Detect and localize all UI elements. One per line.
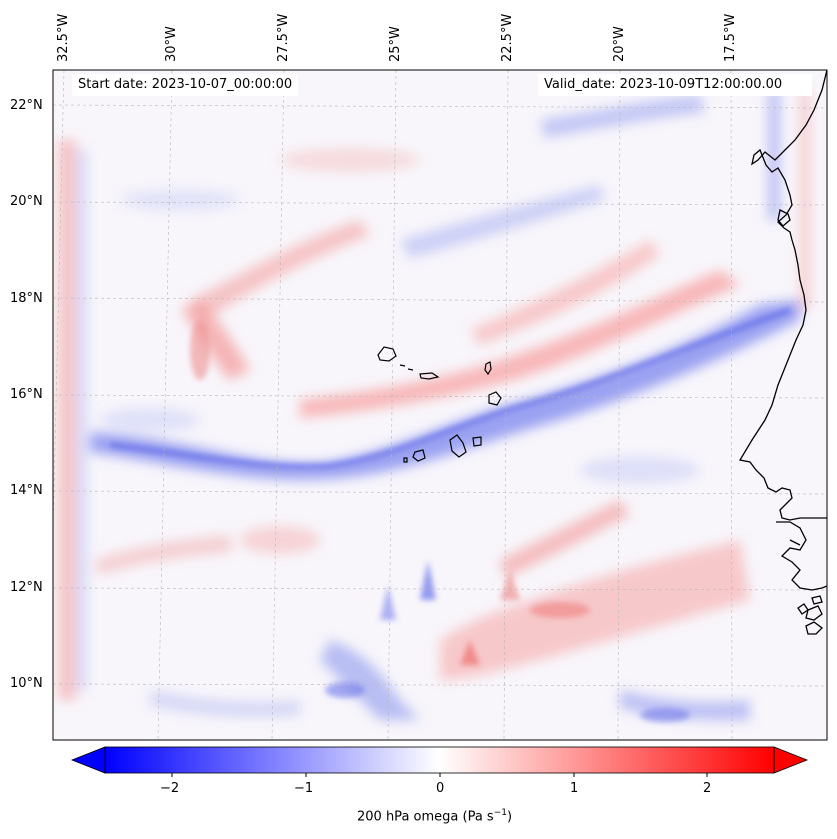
colorbar-tick-neg2: −2 xyxy=(160,781,180,796)
lat-label-22n: 22°N xyxy=(10,98,43,113)
lon-label-25w: 25°W xyxy=(388,26,403,62)
lat-label-16n: 16°N xyxy=(10,387,43,402)
map-frame xyxy=(52,69,828,741)
lon-label-22-5w: 22.5°W xyxy=(500,13,515,62)
colorbar-label-main: 200 hPa omega (Pa s xyxy=(357,809,494,825)
colorbar-label: 200 hPa omega (Pa s−1) xyxy=(357,808,512,824)
colorbar-label-close: ) xyxy=(506,809,513,825)
graticule xyxy=(53,70,827,740)
colorbar-tick-2: 2 xyxy=(703,781,712,796)
lat-label-10n: 10°N xyxy=(10,676,43,691)
start-date-label: Start date: 2023-10-07_00:00:00 xyxy=(72,74,298,96)
coastline xyxy=(738,70,827,635)
island-outlines xyxy=(377,346,502,463)
lon-label-17-5w: 17.5°W xyxy=(723,13,738,62)
lat-label-20n: 20°N xyxy=(10,194,43,209)
colorbar-tick-neg1: −1 xyxy=(294,781,314,796)
lon-label-20w: 20°W xyxy=(612,26,627,62)
colorbar-label-exponent: −1 xyxy=(493,808,507,818)
colorbar xyxy=(70,746,809,777)
colorbar-tick-1: 1 xyxy=(570,781,579,796)
lat-label-12n: 12°N xyxy=(10,580,43,595)
lon-label-32-5w: 32.5°W xyxy=(56,13,71,62)
lon-label-30w: 30°W xyxy=(164,26,179,62)
valid-date-label: Valid_date: 2023-10-09T12:00:00.00 xyxy=(538,74,812,96)
colorbar-extend-min xyxy=(70,746,106,774)
colorbar-tick-0: 0 xyxy=(436,781,445,796)
lon-label-27-5w: 27.5°W xyxy=(276,13,291,62)
lat-label-14n: 14°N xyxy=(10,483,43,498)
colorbar-extend-max xyxy=(773,746,809,774)
colorbar-gradient xyxy=(104,746,775,774)
omega-field-shading xyxy=(58,90,810,721)
lat-label-18n: 18°N xyxy=(10,291,43,306)
